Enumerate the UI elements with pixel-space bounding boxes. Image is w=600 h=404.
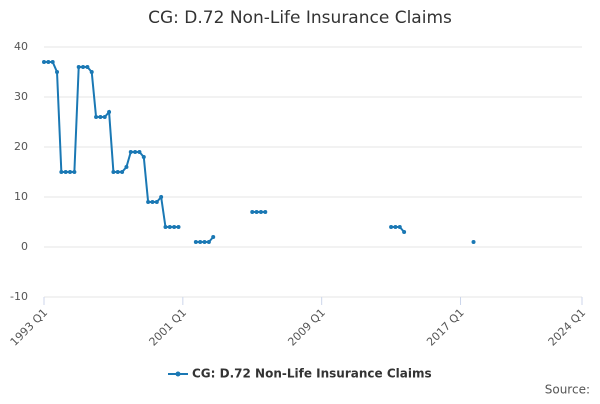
x-tick-label: 2009 Q1	[285, 306, 328, 349]
y-tick-label: 30	[14, 90, 28, 103]
data-point	[111, 170, 116, 174]
chart-title: CG: D.72 Non-Life Insurance Claims	[148, 8, 452, 28]
y-tick-label: 10	[14, 190, 28, 203]
data-point	[471, 240, 476, 244]
data-point	[81, 65, 86, 69]
data-point	[68, 170, 73, 174]
x-tick-label: 2001 Q1	[147, 306, 190, 349]
data-point	[72, 170, 77, 174]
data-point	[150, 200, 155, 204]
data-point	[63, 170, 68, 174]
data-point	[393, 225, 398, 229]
data-point	[163, 225, 168, 229]
series-line	[44, 62, 474, 242]
data-point	[59, 170, 64, 174]
data-point	[263, 210, 268, 214]
data-point	[258, 210, 263, 214]
data-point	[402, 230, 407, 234]
data-point	[94, 115, 99, 119]
legend-marker	[175, 371, 181, 377]
y-tick-label: 20	[14, 140, 28, 153]
data-point	[55, 70, 60, 74]
data-point	[146, 200, 151, 204]
data-point	[193, 240, 198, 244]
data-point	[120, 170, 125, 174]
data-point	[141, 155, 146, 159]
source: Source:	[545, 383, 590, 397]
data-point	[397, 225, 402, 229]
y-tick-label: 0	[21, 240, 28, 253]
data-point	[202, 240, 207, 244]
y-tick-label: -10	[10, 290, 28, 303]
data-point	[250, 210, 255, 214]
data-point	[124, 165, 129, 169]
data-point	[154, 200, 159, 204]
legend-label: CG: D.72 Non-Life Insurance Claims	[192, 367, 432, 381]
data-point	[107, 110, 112, 114]
x-tick-label: 2024 Q1	[546, 306, 589, 349]
data-point	[50, 60, 55, 64]
data-point	[198, 240, 203, 244]
data-point	[167, 225, 172, 229]
x-tick-label: 2017 Q1	[424, 306, 467, 349]
data-point	[176, 225, 181, 229]
data-point	[133, 150, 138, 154]
data-point	[172, 225, 177, 229]
data-point	[102, 115, 107, 119]
data-point	[98, 115, 103, 119]
data-point	[211, 235, 216, 239]
data-point	[85, 65, 90, 69]
data-point	[254, 210, 259, 214]
data-point	[76, 65, 81, 69]
data-point	[206, 240, 211, 244]
data-point	[159, 195, 164, 199]
data-point	[115, 170, 120, 174]
data-point	[128, 150, 133, 154]
data-point	[46, 60, 51, 64]
data-point	[42, 60, 46, 64]
x-tick-label: 1993 Q1	[8, 306, 51, 349]
data-point	[137, 150, 142, 154]
data-point	[389, 225, 394, 229]
data-point	[89, 70, 94, 74]
y-tick-label: 40	[14, 40, 28, 53]
